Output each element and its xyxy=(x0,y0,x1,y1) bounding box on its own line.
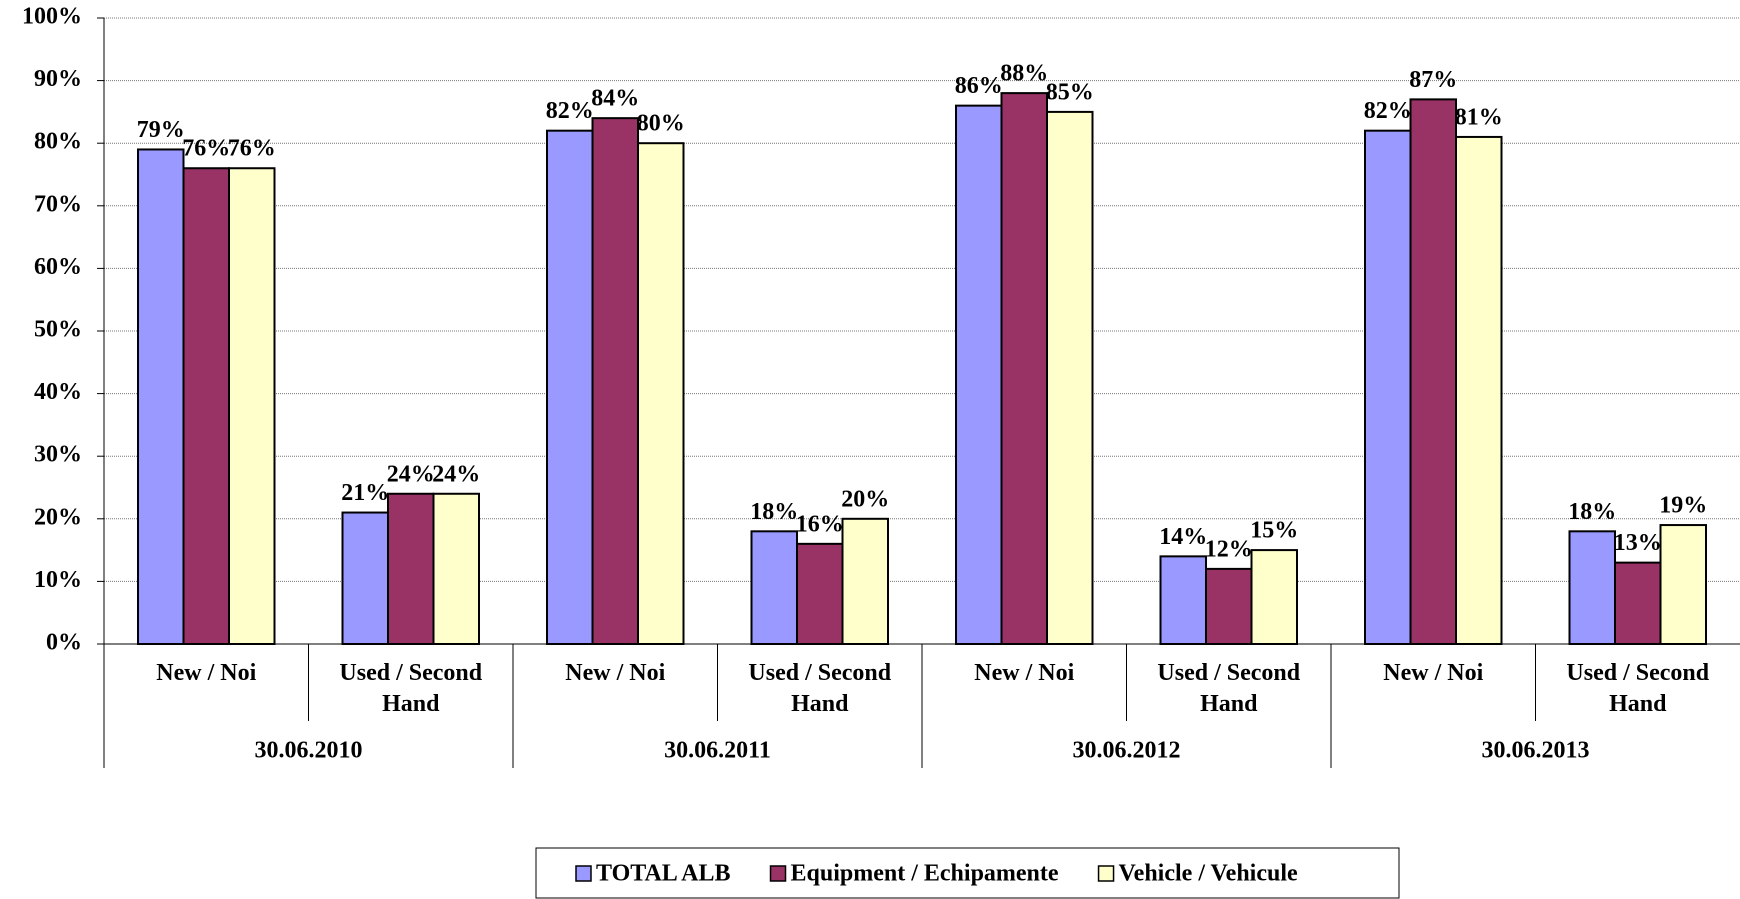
y-tick-label: 100% xyxy=(22,4,82,30)
value-label: 79% xyxy=(137,117,185,143)
y-tick-label: 10% xyxy=(34,567,82,593)
x-tick-label: Used / Second Hand xyxy=(748,660,892,717)
value-label: 14% xyxy=(1159,524,1207,550)
bar xyxy=(1364,129,1412,645)
y-tick-label: 40% xyxy=(34,379,82,405)
x-tick-label: Used / Second Hand xyxy=(339,660,483,717)
bar xyxy=(591,117,639,646)
value-label: 12% xyxy=(1205,536,1253,562)
value-label: 81% xyxy=(1455,104,1503,130)
value-label: 15% xyxy=(1250,518,1298,544)
x-tick-label: Used / Second Hand xyxy=(1566,660,1710,717)
y-tick-label: 70% xyxy=(34,191,82,217)
x-tick-label: New / Noi xyxy=(565,660,666,686)
value-label: 82% xyxy=(546,98,594,124)
bar xyxy=(1659,524,1707,645)
bar xyxy=(1614,561,1662,645)
bar xyxy=(1000,92,1048,646)
legend-label: TOTAL ALB xyxy=(596,861,731,887)
legend-swatch xyxy=(769,865,787,882)
bar xyxy=(1250,549,1298,645)
y-tick-label: 0% xyxy=(46,630,82,656)
value-label: 88% xyxy=(1000,61,1048,87)
value-label: 76% xyxy=(182,136,230,162)
x-tick-label: New / Noi xyxy=(156,660,257,686)
value-label: 87% xyxy=(1409,67,1457,93)
y-tick-label: 60% xyxy=(34,254,82,280)
group-label: 30.06.2011 xyxy=(664,738,771,764)
bar xyxy=(841,517,889,645)
bar xyxy=(955,104,1003,645)
legend-box xyxy=(535,847,1400,899)
value-label: 80% xyxy=(637,111,685,137)
value-label: 86% xyxy=(955,73,1003,99)
value-label: 24% xyxy=(432,461,480,487)
legend-swatch xyxy=(1097,865,1115,882)
bar xyxy=(387,492,435,646)
bar xyxy=(637,142,685,645)
y-tick-label: 30% xyxy=(34,442,82,468)
bar xyxy=(546,129,594,645)
group-label: 30.06.2013 xyxy=(1482,738,1590,764)
bar xyxy=(750,530,798,646)
y-tick-label: 20% xyxy=(34,504,82,530)
x-tick-label: New / Noi xyxy=(1383,660,1484,686)
x-tick-label: New / Noi xyxy=(974,660,1075,686)
bar xyxy=(1046,110,1094,645)
y-tick-label: 50% xyxy=(34,317,82,343)
bar xyxy=(1568,530,1616,646)
bar xyxy=(137,148,185,646)
y-tick-label: 80% xyxy=(34,129,82,155)
value-label: 19% xyxy=(1659,493,1707,519)
value-label: 24% xyxy=(387,461,435,487)
bar xyxy=(1205,567,1253,646)
legend-label: Vehicle / Vehicule xyxy=(1119,861,1298,887)
value-label: 76% xyxy=(228,136,276,162)
group-label: 30.06.2010 xyxy=(255,738,363,764)
bar xyxy=(228,167,276,646)
value-label: 18% xyxy=(750,499,798,525)
x-tick-label: Used / Second Hand xyxy=(1157,660,1301,717)
bar xyxy=(1455,135,1503,645)
value-label: 84% xyxy=(591,86,639,112)
bar xyxy=(796,542,844,646)
legend-label: Equipment / Echipamente xyxy=(791,861,1059,887)
value-label: 21% xyxy=(341,480,389,506)
group-label: 30.06.2012 xyxy=(1073,738,1181,764)
bar xyxy=(341,511,389,645)
bar xyxy=(432,492,480,646)
y-tick-label: 90% xyxy=(34,66,82,92)
bar xyxy=(1159,555,1207,645)
value-label: 13% xyxy=(1614,530,1662,556)
value-label: 85% xyxy=(1046,79,1094,105)
bar xyxy=(1409,98,1457,645)
value-label: 18% xyxy=(1568,499,1616,525)
value-label: 16% xyxy=(796,511,844,537)
value-label: 20% xyxy=(841,486,889,512)
bar xyxy=(182,167,230,646)
legend-swatch xyxy=(575,865,592,882)
value-label: 82% xyxy=(1364,98,1412,124)
